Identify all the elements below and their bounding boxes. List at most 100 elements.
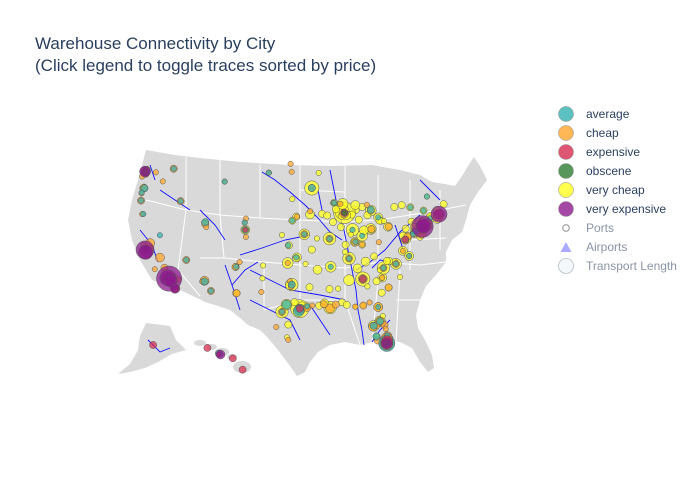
city-marker[interactable] <box>273 324 280 330</box>
city-marker[interactable] <box>331 205 340 214</box>
city-marker[interactable] <box>307 184 316 192</box>
city-marker[interactable] <box>350 200 361 210</box>
city-marker[interactable] <box>236 259 243 265</box>
city-marker[interactable] <box>258 288 265 295</box>
city-marker[interactable] <box>360 256 371 267</box>
city-marker[interactable] <box>323 211 332 220</box>
city-marker[interactable] <box>155 252 165 263</box>
city-marker[interactable] <box>284 320 293 329</box>
city-marker[interactable] <box>139 165 151 178</box>
city-marker[interactable] <box>304 303 311 310</box>
legend-item-ports[interactable]: Ports <box>552 218 692 237</box>
city-marker[interactable] <box>279 308 285 315</box>
city-marker[interactable] <box>390 203 399 211</box>
city-marker[interactable] <box>352 238 359 245</box>
legend-item-expensive[interactable]: expensive <box>552 142 692 161</box>
city-marker[interactable] <box>397 274 403 280</box>
city-marker[interactable] <box>342 300 351 309</box>
city-marker[interactable] <box>331 300 340 309</box>
city-marker[interactable] <box>285 242 292 249</box>
city-marker[interactable] <box>341 240 350 249</box>
city-marker[interactable] <box>359 241 366 248</box>
city-marker[interactable] <box>221 178 228 185</box>
city-marker[interactable] <box>159 178 166 185</box>
city-marker[interactable] <box>325 285 334 293</box>
city-marker[interactable] <box>233 263 240 270</box>
city-marker[interactable] <box>289 196 296 202</box>
city-marker[interactable] <box>293 254 300 261</box>
city-marker[interactable] <box>342 249 348 255</box>
city-marker[interactable] <box>341 209 348 216</box>
city-marker[interactable] <box>177 198 184 205</box>
city-marker[interactable] <box>287 280 296 289</box>
city-marker[interactable] <box>207 287 214 294</box>
city-marker[interactable] <box>265 169 272 176</box>
city-marker[interactable] <box>359 301 368 310</box>
city-marker[interactable] <box>241 219 248 226</box>
city-marker[interactable] <box>359 232 366 239</box>
city-marker[interactable] <box>313 235 320 242</box>
legend-item-cheap[interactable]: cheap <box>552 123 692 142</box>
legend-item-obscene[interactable]: obscene <box>552 161 692 180</box>
city-marker[interactable] <box>337 200 344 207</box>
city-marker[interactable] <box>156 232 163 239</box>
city-marker[interactable] <box>331 199 338 206</box>
city-marker[interactable] <box>416 218 431 234</box>
city-marker[interactable] <box>329 218 337 226</box>
city-marker[interactable] <box>364 283 371 290</box>
city-marker[interactable] <box>152 169 159 176</box>
city-marker[interactable] <box>259 275 266 282</box>
city-marker[interactable] <box>301 231 308 238</box>
city-marker[interactable] <box>260 262 267 269</box>
legend-item-transport-length[interactable]: Transport Length <box>552 256 692 275</box>
city-marker[interactable] <box>407 204 414 211</box>
city-marker[interactable] <box>289 217 296 224</box>
city-marker[interactable] <box>288 168 295 175</box>
city-marker[interactable] <box>302 260 309 267</box>
city-marker[interactable] <box>375 214 382 221</box>
city-marker[interactable] <box>343 274 355 286</box>
city-marker[interactable] <box>293 213 300 220</box>
city-marker[interactable] <box>138 197 144 204</box>
city-marker[interactable] <box>352 303 359 310</box>
city-marker[interactable] <box>290 298 299 307</box>
city-marker[interactable] <box>138 189 145 196</box>
city-marker[interactable] <box>384 222 393 231</box>
city-marker[interactable] <box>381 337 393 350</box>
city-marker[interactable] <box>352 263 363 274</box>
city-marker[interactable] <box>406 253 413 259</box>
city-marker[interactable] <box>200 277 209 286</box>
city-marker[interactable] <box>307 208 314 215</box>
city-marker[interactable] <box>309 302 316 309</box>
city-marker[interactable] <box>346 255 352 262</box>
legend-item-very-cheap[interactable]: very cheap <box>552 180 692 199</box>
city-marker[interactable] <box>242 234 249 240</box>
city-marker[interactable] <box>384 283 393 292</box>
city-marker[interactable] <box>376 317 384 326</box>
city-marker[interactable] <box>151 266 158 273</box>
city-marker[interactable] <box>170 165 177 172</box>
legend-item-airports[interactable]: Airports <box>552 237 692 256</box>
city-marker[interactable] <box>366 205 375 214</box>
city-marker[interactable] <box>370 252 379 261</box>
city-marker[interactable] <box>401 224 410 233</box>
city-marker[interactable] <box>382 257 391 265</box>
city-marker[interactable] <box>149 341 157 349</box>
city-marker[interactable] <box>287 160 294 167</box>
city-marker[interactable] <box>305 283 314 292</box>
city-marker[interactable] <box>319 300 328 309</box>
city-marker[interactable] <box>379 274 386 281</box>
city-marker[interactable] <box>380 265 387 271</box>
city-marker[interactable] <box>335 285 342 292</box>
city-marker[interactable] <box>203 344 212 352</box>
city-marker[interactable] <box>315 169 322 176</box>
city-marker[interactable] <box>349 226 356 233</box>
city-marker[interactable] <box>372 332 381 341</box>
city-marker[interactable] <box>375 239 382 246</box>
city-marker[interactable] <box>285 336 292 343</box>
city-marker[interactable] <box>367 225 376 233</box>
city-marker[interactable] <box>393 260 399 267</box>
city-marker[interactable] <box>399 247 406 254</box>
city-marker[interactable] <box>327 263 334 270</box>
